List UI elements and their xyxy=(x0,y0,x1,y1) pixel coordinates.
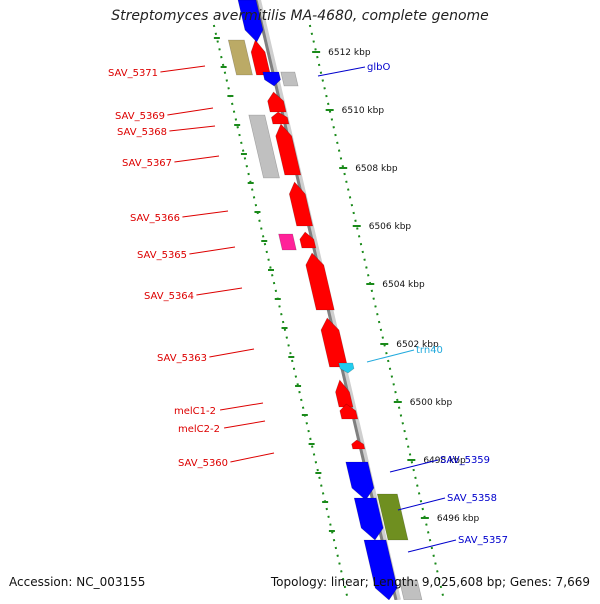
gene-SAV_5360 xyxy=(351,439,366,450)
gene-SAV_5359 xyxy=(345,461,375,501)
right-gene-label: SAV_5359 xyxy=(440,455,490,466)
scale-label: 6500 kbp xyxy=(410,398,453,408)
left-label-leader xyxy=(167,107,214,116)
left-label-leader xyxy=(169,125,216,132)
right-label-leader xyxy=(317,66,366,77)
scale-label: 6506 kbp xyxy=(369,222,412,232)
gene-top-minus xyxy=(237,0,264,43)
left-label-leader xyxy=(230,452,275,463)
gene-SAV_5357 xyxy=(363,539,398,601)
right-gene-label: SAV_5357 xyxy=(458,535,508,546)
gene-SAV_5358-adjacent xyxy=(376,493,409,541)
scale-label: 6512 kbp xyxy=(328,48,371,58)
gene-glbO xyxy=(262,71,281,87)
gene-SAV_5363 xyxy=(320,317,348,368)
scale-label: 6508 kbp xyxy=(355,164,398,174)
left-gene-label: SAV_5369 xyxy=(115,111,165,122)
scale-label: 6502 kbp xyxy=(396,340,439,350)
left-gene-label: melC1-2 xyxy=(174,406,216,417)
left-gene-label: melC2-2 xyxy=(178,424,220,435)
right-gene-label: SAV_5358 xyxy=(447,493,497,504)
left-label-leader xyxy=(174,155,220,163)
right-gene-label: glbO xyxy=(367,62,390,73)
gene-pseudo xyxy=(248,114,280,179)
right-label-leader xyxy=(366,349,415,363)
right-label-leader xyxy=(397,497,446,511)
gene-SAV_5358 xyxy=(353,497,384,541)
left-label-leader xyxy=(182,210,229,218)
gene-SAV_5367 xyxy=(275,123,302,176)
gene-trn40 xyxy=(338,362,355,374)
gene-SAV_5369 xyxy=(267,91,287,113)
scale-label: 6496 kbp xyxy=(437,514,480,524)
gene-melC2-2 xyxy=(339,403,359,420)
gene-SAV_5365 xyxy=(299,231,317,249)
map-title: Streptomyces avermitilis MA-4680, comple… xyxy=(111,8,489,24)
left-label-leader xyxy=(160,65,206,73)
gene-SAV_5368 xyxy=(271,111,290,125)
scale-label: 6504 kbp xyxy=(382,280,425,290)
scale-label: 6498 kbp xyxy=(423,456,466,466)
scale-label: 6510 kbp xyxy=(342,106,385,116)
left-gene-label: SAV_5363 xyxy=(157,353,207,364)
right-label-leader xyxy=(407,539,457,553)
left-gene-label: SAV_5366 xyxy=(130,213,180,224)
gene-glbO-adjacent xyxy=(280,71,299,87)
left-gene-label: SAV_5367 xyxy=(122,158,172,169)
left-gene-label: SAV_5368 xyxy=(117,127,167,138)
accession-text: Accession: NC_003155 xyxy=(9,575,146,589)
left-gene-label: SAV_5371 xyxy=(108,68,158,79)
gene-melC1-2 xyxy=(335,379,354,408)
gene-SAV_5364 xyxy=(305,252,335,311)
genome-info-text: Topology: linear; Length: 9,025,608 bp; … xyxy=(270,575,590,589)
gene-SAV_5366 xyxy=(288,181,314,227)
left-gene-label: SAV_5364 xyxy=(144,291,194,302)
left-label-leader xyxy=(196,287,243,296)
right-gene-label: trn40 xyxy=(416,345,443,356)
gene-SAV_5365-adjacent xyxy=(278,233,297,251)
left-gene-label: SAV_5365 xyxy=(137,250,187,261)
left-label-leader xyxy=(209,348,255,358)
right-label-leader xyxy=(389,459,439,473)
left-label-leader xyxy=(189,246,236,255)
left-label-leader xyxy=(224,420,266,429)
left-label-leader xyxy=(220,402,264,411)
gene-SAV_5371-adjacent xyxy=(227,39,253,76)
left-gene-label: SAV_5360 xyxy=(178,458,228,469)
